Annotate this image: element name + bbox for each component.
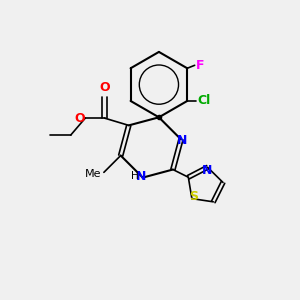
Text: O: O	[74, 112, 85, 124]
Text: H: H	[131, 171, 139, 181]
Text: N: N	[136, 169, 146, 183]
Text: O: O	[99, 81, 110, 94]
Text: S: S	[189, 190, 198, 203]
Text: F: F	[196, 59, 205, 72]
Text: N: N	[202, 164, 213, 177]
Text: Me: Me	[84, 169, 101, 179]
Text: N: N	[177, 134, 188, 147]
Text: Cl: Cl	[198, 94, 211, 107]
